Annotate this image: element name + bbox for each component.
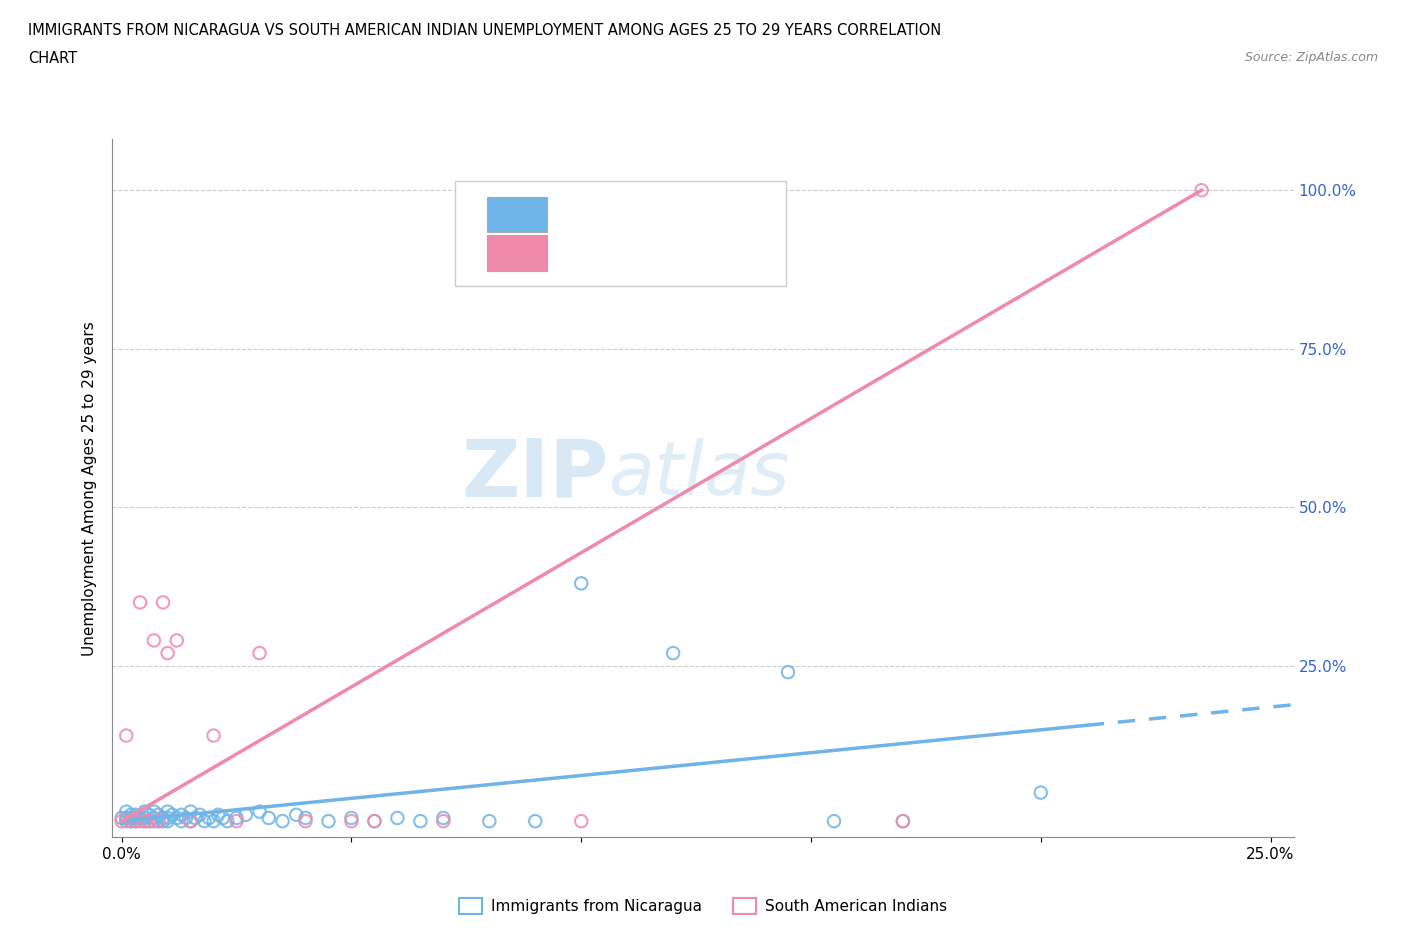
Point — [156, 811, 179, 826]
Point — [363, 814, 385, 829]
Point — [249, 645, 271, 660]
Point — [257, 811, 280, 826]
Point — [569, 576, 592, 591]
Point — [294, 814, 316, 829]
Point — [249, 804, 271, 819]
FancyBboxPatch shape — [486, 235, 547, 271]
Point — [363, 814, 385, 829]
Point — [271, 814, 294, 829]
Point — [156, 645, 179, 660]
Point — [138, 814, 160, 829]
Text: ZIP: ZIP — [461, 435, 609, 513]
Point — [160, 807, 183, 822]
Point — [170, 807, 193, 822]
Point — [138, 814, 160, 829]
Point — [170, 814, 193, 829]
Point — [120, 814, 142, 829]
Point — [387, 811, 409, 826]
Point — [115, 728, 138, 743]
Point — [180, 814, 202, 829]
Point — [148, 807, 170, 822]
Point — [120, 814, 142, 829]
Point — [202, 814, 225, 829]
Point — [891, 814, 914, 829]
FancyBboxPatch shape — [486, 197, 547, 232]
Point — [340, 811, 363, 826]
Point — [124, 814, 146, 829]
FancyBboxPatch shape — [456, 181, 786, 286]
Point — [111, 814, 134, 829]
Point — [129, 595, 152, 610]
Point — [129, 814, 152, 829]
Point — [180, 814, 202, 829]
Point — [198, 811, 221, 826]
Point — [120, 811, 142, 826]
Point — [1191, 183, 1213, 198]
Point — [776, 665, 799, 680]
Point — [202, 728, 225, 743]
Point — [207, 807, 229, 822]
Point — [891, 814, 914, 829]
Point — [478, 814, 501, 829]
Point — [166, 633, 188, 648]
Point — [285, 807, 308, 822]
Point — [134, 811, 156, 826]
Point — [134, 804, 156, 819]
Point — [134, 814, 156, 829]
Point — [235, 807, 257, 822]
Point — [124, 811, 146, 826]
Point — [409, 814, 432, 829]
Point — [148, 814, 170, 829]
Point — [142, 804, 165, 819]
Point — [152, 811, 174, 826]
Point — [225, 814, 247, 829]
Point — [142, 814, 165, 829]
Point — [142, 811, 165, 826]
Point — [188, 807, 211, 822]
Point — [115, 814, 138, 829]
Point — [156, 814, 179, 829]
Text: R = 0.228   N = 63: R = 0.228 N = 63 — [561, 206, 731, 223]
Point — [432, 811, 454, 826]
Point — [318, 814, 340, 829]
Text: R = 0.884   N = 23: R = 0.884 N = 23 — [561, 244, 731, 262]
Point — [166, 811, 188, 826]
Point — [142, 633, 165, 648]
Point — [111, 811, 134, 826]
Point — [115, 804, 138, 819]
Text: IMMIGRANTS FROM NICARAGUA VS SOUTH AMERICAN INDIAN UNEMPLOYMENT AMONG AGES 25 TO: IMMIGRANTS FROM NICARAGUA VS SOUTH AMERI… — [28, 23, 942, 38]
Point — [120, 807, 142, 822]
Point — [156, 804, 179, 819]
Legend: Immigrants from Nicaragua, South American Indians: Immigrants from Nicaragua, South America… — [453, 892, 953, 920]
Text: Source: ZipAtlas.com: Source: ZipAtlas.com — [1244, 51, 1378, 64]
Point — [340, 814, 363, 829]
Point — [823, 814, 845, 829]
Point — [294, 811, 316, 826]
Point — [432, 814, 454, 829]
Point — [184, 811, 207, 826]
Y-axis label: Unemployment Among Ages 25 to 29 years: Unemployment Among Ages 25 to 29 years — [82, 321, 97, 656]
Point — [138, 807, 160, 822]
Point — [134, 814, 156, 829]
Point — [115, 811, 138, 826]
Point — [569, 814, 592, 829]
Point — [148, 814, 170, 829]
Point — [129, 811, 152, 826]
Point — [193, 814, 215, 829]
Point — [217, 814, 239, 829]
Point — [225, 811, 247, 826]
Point — [124, 807, 146, 822]
Point — [524, 814, 547, 829]
Point — [1029, 785, 1052, 800]
Text: atlas: atlas — [609, 438, 790, 511]
Text: CHART: CHART — [28, 51, 77, 66]
Point — [124, 814, 146, 829]
Point — [662, 645, 685, 660]
Point — [152, 814, 174, 829]
Point — [152, 595, 174, 610]
Point — [174, 811, 197, 826]
Point — [211, 811, 233, 826]
Point — [180, 804, 202, 819]
